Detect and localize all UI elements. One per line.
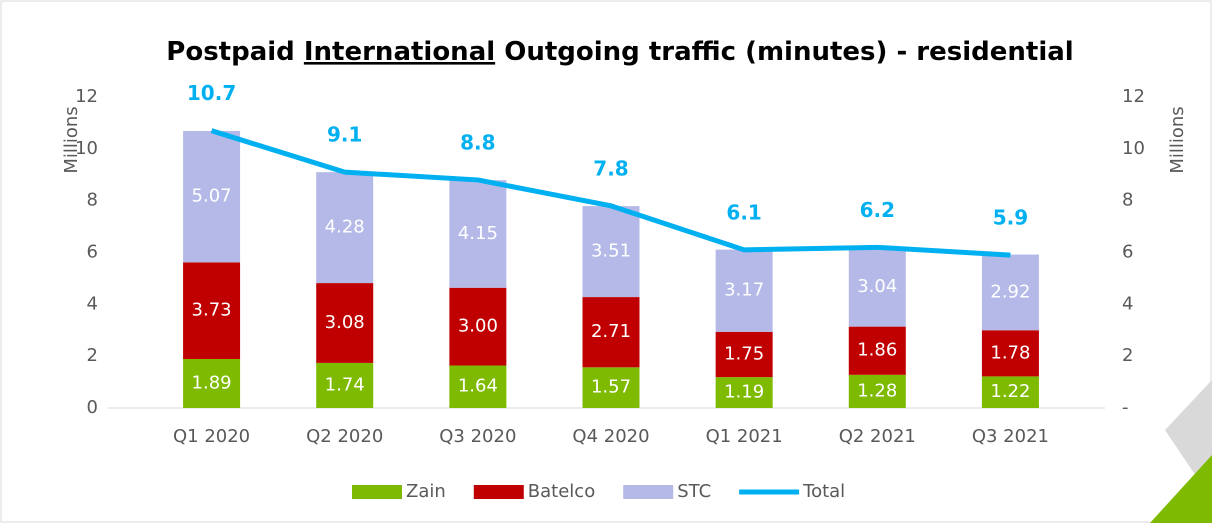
bar-segment bbox=[582, 206, 640, 298]
data-label: 2.92 bbox=[990, 281, 1030, 302]
bar-segment bbox=[316, 172, 374, 284]
data-label: 3.00 bbox=[458, 316, 498, 337]
data-label: 1.89 bbox=[192, 373, 232, 394]
y2-axis-label: Millions bbox=[1167, 106, 1188, 173]
x-tick-label: Q3 2020 bbox=[439, 426, 516, 447]
legend-label: Zain bbox=[406, 481, 446, 502]
bar-segment bbox=[316, 362, 374, 408]
y2-tick-label: 2 bbox=[1122, 345, 1133, 366]
bar-segment bbox=[848, 247, 906, 327]
bar-segment bbox=[582, 297, 640, 368]
bar-segment bbox=[449, 180, 507, 288]
x-tick-label: Q2 2020 bbox=[306, 426, 383, 447]
title-part: Outgoing traffic (minutes) - residential bbox=[504, 37, 1073, 67]
y2-tick-label: 4 bbox=[1122, 293, 1133, 314]
line bbox=[210, 128, 1011, 258]
y-tick-label: 8 bbox=[87, 190, 98, 211]
title-part: International bbox=[304, 37, 495, 67]
y2-tick-label: 8 bbox=[1122, 190, 1133, 211]
bar-segment bbox=[183, 262, 241, 360]
x-tick-label: Q3 2021 bbox=[972, 426, 1049, 447]
bar-segment bbox=[449, 287, 507, 366]
y-tick-label: 6 bbox=[87, 242, 98, 263]
chart-title: Postpaid International Outgoing traffic … bbox=[166, 37, 1073, 67]
bar-segment bbox=[183, 130, 241, 263]
bar-segment bbox=[715, 377, 773, 408]
data-label: 4.15 bbox=[458, 223, 498, 244]
total-label: 6.2 bbox=[860, 198, 895, 222]
total-label: 5.9 bbox=[993, 206, 1028, 230]
y2-tick-label: 12 bbox=[1122, 86, 1145, 107]
data-label: 1.19 bbox=[724, 382, 764, 403]
y-tick-label: 4 bbox=[87, 293, 98, 314]
bar-segment bbox=[848, 326, 906, 375]
legend-swatch bbox=[473, 485, 524, 499]
data-label: 3.17 bbox=[724, 280, 764, 301]
y-tick-label: 12 bbox=[75, 86, 98, 107]
data-label: 1.57 bbox=[591, 377, 631, 398]
x-tick-label: Q1 2021 bbox=[706, 426, 783, 447]
x-tick-label: Q4 2020 bbox=[572, 426, 649, 447]
x-tick-label: Q1 2020 bbox=[173, 426, 250, 447]
total-label: 8.8 bbox=[460, 130, 495, 154]
x-tick-label: Q2 2021 bbox=[839, 426, 916, 447]
data-label: 4.28 bbox=[325, 217, 365, 238]
total-label: 6.1 bbox=[726, 200, 761, 224]
bar-segment bbox=[582, 367, 640, 408]
data-label: 1.64 bbox=[458, 376, 498, 397]
bar-segment bbox=[449, 365, 507, 408]
data-label: 1.75 bbox=[724, 343, 764, 364]
total-label: 9.1 bbox=[327, 123, 362, 147]
y2-tick-label: 10 bbox=[1122, 138, 1145, 159]
data-label: 3.04 bbox=[857, 276, 897, 297]
legend-label: STC bbox=[677, 481, 711, 502]
data-label: 1.74 bbox=[325, 374, 365, 395]
bar-segment bbox=[981, 330, 1039, 377]
data-label: 5.07 bbox=[192, 186, 232, 207]
total-label: 7.8 bbox=[593, 156, 628, 180]
data-label: 2.71 bbox=[591, 321, 631, 342]
bar-segment bbox=[715, 249, 773, 332]
data-label: 1.86 bbox=[857, 340, 897, 361]
bar-segment bbox=[981, 254, 1039, 331]
y-tick-label: 0 bbox=[87, 397, 98, 418]
title-part: Postpaid bbox=[166, 37, 295, 67]
data-label: 1.78 bbox=[990, 342, 1030, 363]
bar-segment bbox=[715, 331, 773, 378]
y-tick-label: 2 bbox=[87, 345, 98, 366]
bar-segment bbox=[981, 376, 1039, 408]
legend-label: Total bbox=[802, 481, 845, 502]
bar-segment bbox=[183, 359, 241, 408]
legend-swatch bbox=[623, 485, 674, 499]
y2-tick-label: - bbox=[1122, 397, 1129, 418]
data-label: 3.08 bbox=[325, 312, 365, 333]
legend-swatch bbox=[352, 485, 402, 499]
corner-decoration bbox=[1150, 455, 1212, 523]
legend-label: Batelco bbox=[528, 481, 595, 502]
y2-tick-label: 6 bbox=[1122, 242, 1133, 263]
y-tick-label: 10 bbox=[75, 138, 98, 159]
y-axis-label: Millions bbox=[61, 106, 82, 173]
data-label: 1.22 bbox=[990, 381, 1030, 402]
bar-segment bbox=[316, 283, 374, 363]
data-label: 1.28 bbox=[857, 380, 897, 401]
data-label: 3.73 bbox=[192, 300, 232, 321]
total-label: 10.7 bbox=[187, 81, 236, 105]
data-label: 3.51 bbox=[591, 241, 631, 262]
bar-segment bbox=[848, 374, 906, 408]
